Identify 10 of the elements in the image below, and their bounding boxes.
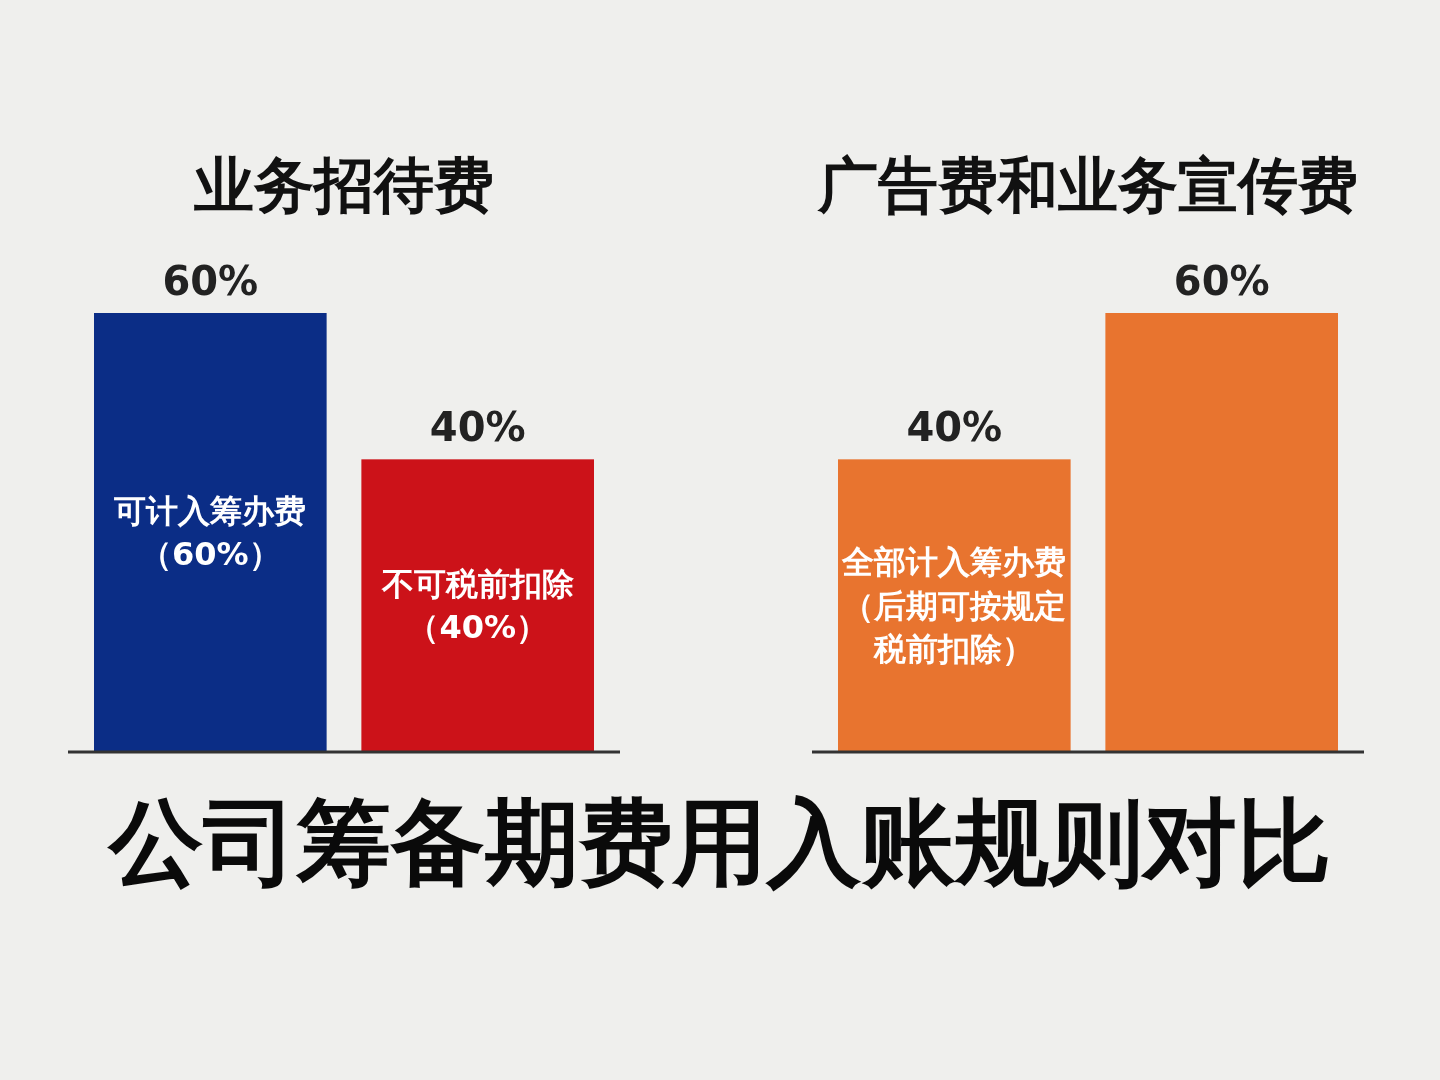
chart-title: 业务招待费 (193, 150, 494, 220)
x-tick-label: 全部计入筹办费（后期可按规定税前扣除） (841, 543, 1067, 668)
data-label: 60% (1173, 258, 1270, 304)
x-tick-label: 不可税前扣除（40%） (380, 565, 574, 647)
data-label: 40% (906, 404, 1003, 451)
chart-title: 广告费和业务宣传费 (817, 150, 1358, 220)
data-label: 60% (162, 258, 259, 304)
data-label: 40% (429, 404, 526, 451)
text: 公司筹备期费用入账规则对比 (107, 787, 1331, 897)
x-tick-label: 可计入筹办费（60%） (113, 491, 307, 574)
